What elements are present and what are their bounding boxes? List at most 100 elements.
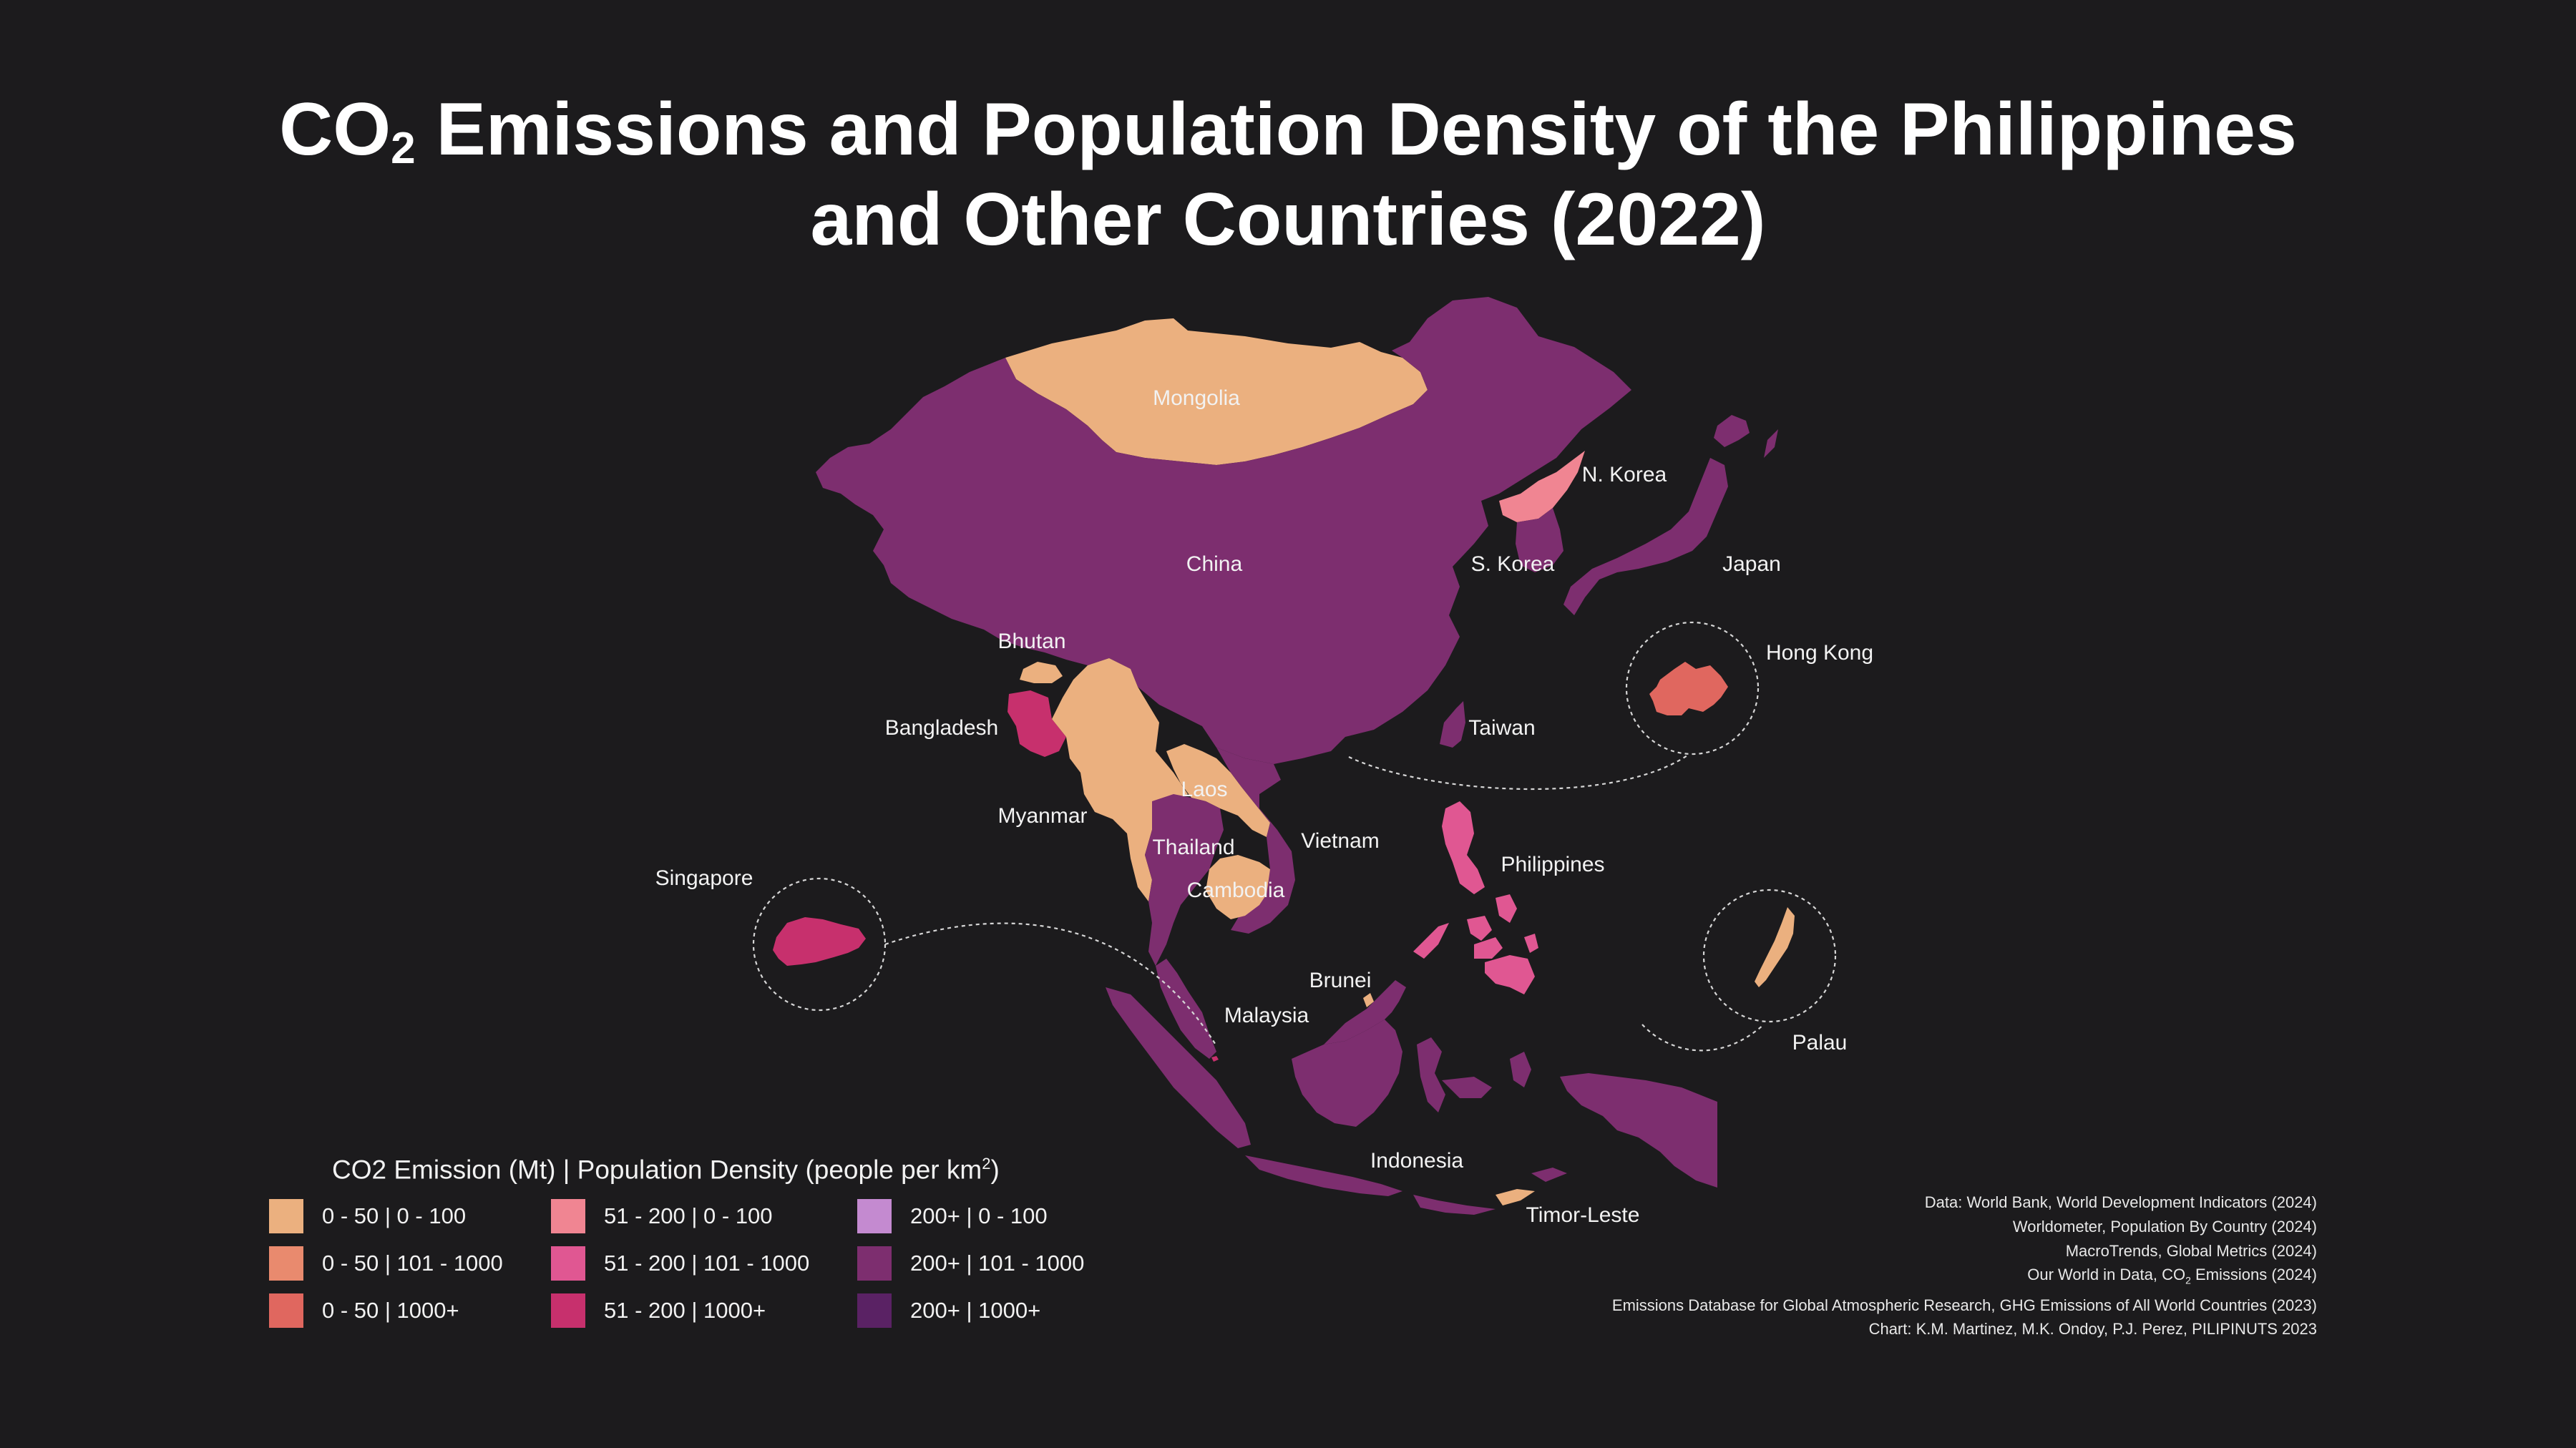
- legend-label: 51 - 200 | 101 - 1000: [604, 1251, 810, 1276]
- country-timor-leste[interactable]: [1496, 1189, 1535, 1205]
- country-singapore-map[interactable]: [1211, 1056, 1219, 1062]
- country-mongolia[interactable]: [1005, 318, 1428, 465]
- legend-item: 200+ | 1000+: [857, 1293, 1115, 1329]
- label-vietnam: Vietnam: [1301, 829, 1380, 853]
- title-subscript: 2: [391, 124, 416, 173]
- label-thailand: Thailand: [1152, 836, 1234, 859]
- label-japan: Japan: [1722, 552, 1781, 576]
- legend-item: 0 - 50 | 101 - 1000: [269, 1246, 551, 1281]
- legend-swatch: [551, 1246, 585, 1281]
- title-line1-pre: CO: [279, 88, 391, 171]
- legend-label: 51 - 200 | 1000+: [604, 1298, 766, 1324]
- source-line: MacroTrends, Global Metrics (2024): [2065, 1241, 2317, 1260]
- title-line1-post: Emissions and Population Density of the …: [415, 88, 2297, 171]
- inset-hong-kong: [1348, 621, 1760, 791]
- label-mongolia: Mongolia: [1153, 386, 1240, 410]
- legend-title: CO2 Emission (Mt) | Population Density (…: [332, 1155, 1115, 1185]
- label-malaysia: Malaysia: [1224, 1004, 1309, 1027]
- legend: CO2 Emission (Mt) | Population Density (…: [269, 1155, 1115, 1329]
- source-line: Emissions Database for Global Atmospheri…: [1611, 1296, 2317, 1314]
- source-subscript: 2: [2185, 1274, 2191, 1286]
- legend-title-superscript: 2: [982, 1155, 991, 1173]
- legend-label: 200+ | 1000+: [910, 1298, 1041, 1324]
- source-line: Our World in Data, CO2 Emissions (2024): [1612, 1263, 2317, 1293]
- country-thailand[interactable]: [1145, 794, 1224, 966]
- inset-circle-palau: [1702, 889, 1837, 1023]
- source-text-pre: Our World in Data, CO: [2027, 1266, 2186, 1284]
- legend-swatch: [857, 1293, 892, 1329]
- legend-item: 0 - 50 | 1000+: [269, 1293, 551, 1329]
- inset-singapore: [752, 877, 1217, 1047]
- label-hong-kong: Hong Kong: [1766, 641, 1873, 665]
- legend-swatch: [551, 1199, 585, 1234]
- page-title: CO2 Emissions and Population Density of …: [0, 84, 2576, 265]
- label-bangladesh: Bangladesh: [885, 716, 998, 740]
- country-myanmar[interactable]: [1052, 658, 1188, 901]
- country-shapes: [816, 297, 1778, 1215]
- country-s-korea[interactable]: [1516, 508, 1563, 572]
- label-brunei: Brunei: [1309, 969, 1372, 992]
- country-bangladesh[interactable]: [1008, 690, 1066, 757]
- sources: Data: World Bank, World Development Indi…: [1612, 1190, 2317, 1341]
- label-palau: Palau: [1792, 1031, 1848, 1055]
- legend-title-pre: CO2 Emission (Mt) | Population Density (…: [332, 1155, 982, 1185]
- label-philippines: Philippines: [1501, 853, 1604, 876]
- label-cambodia: Cambodia: [1187, 879, 1285, 902]
- legend-item: 51 - 200 | 101 - 1000: [551, 1246, 857, 1281]
- source-line: Data: World Bank, World Development Indi…: [1924, 1193, 2317, 1211]
- inset-palau: [1641, 889, 1837, 1052]
- country-brunei[interactable]: [1363, 993, 1374, 1007]
- country-vietnam[interactable]: [1216, 748, 1295, 934]
- country-n-korea[interactable]: [1499, 451, 1585, 522]
- title-line2: and Other Countries (2022): [810, 178, 1766, 261]
- legend-grid: 0 - 50 | 0 - 100 51 - 200 | 0 - 100 200+…: [269, 1199, 1115, 1329]
- source-line: Chart: K.M. Martinez, M.K. Ondoy, P.J. P…: [1868, 1320, 2317, 1339]
- country-taiwan[interactable]: [1440, 701, 1465, 748]
- country-laos[interactable]: [1166, 744, 1270, 837]
- country-philippines[interactable]: [1413, 801, 1538, 994]
- inset-circle-hong-kong: [1625, 621, 1760, 755]
- country-malaysia[interactable]: [1156, 959, 1406, 1059]
- inset-shape-hong-kong[interactable]: [1649, 662, 1728, 715]
- label-indonesia: Indonesia: [1370, 1149, 1463, 1173]
- label-n-korea: N. Korea: [1582, 463, 1667, 486]
- legend-swatch: [269, 1199, 303, 1234]
- label-bhutan: Bhutan: [997, 630, 1065, 653]
- legend-label: 0 - 50 | 101 - 1000: [322, 1251, 503, 1276]
- label-timor-leste: Timor-Leste: [1526, 1203, 1640, 1227]
- label-singapore: Singapore: [655, 866, 753, 890]
- country-labels: Mongolia China N. Korea S. Korea Japan H…: [655, 386, 1873, 1227]
- legend-item: 200+ | 101 - 1000: [857, 1246, 1115, 1281]
- legend-swatch: [857, 1246, 892, 1281]
- legend-item: 200+ | 0 - 100: [857, 1199, 1115, 1234]
- legend-label: 200+ | 101 - 1000: [910, 1251, 1085, 1276]
- source-line: Worldometer, Population By Country (2024…: [2012, 1217, 2317, 1236]
- legend-swatch: [269, 1293, 303, 1329]
- legend-swatch: [551, 1293, 585, 1329]
- country-japan[interactable]: [1563, 415, 1778, 615]
- legend-item: 0 - 50 | 0 - 100: [269, 1199, 551, 1234]
- country-indonesia[interactable]: [1106, 987, 1717, 1215]
- inset-shape-palau[interactable]: [1755, 907, 1795, 987]
- country-china[interactable]: [816, 297, 1631, 764]
- label-china: China: [1186, 552, 1243, 576]
- country-bhutan[interactable]: [1020, 662, 1063, 683]
- country-cambodia[interactable]: [1206, 855, 1270, 919]
- label-taiwan: Taiwan: [1468, 716, 1535, 740]
- legend-title-post: ): [990, 1155, 1000, 1185]
- leader-line-palau: [1641, 1024, 1765, 1052]
- label-myanmar: Myanmar: [997, 804, 1087, 828]
- legend-label: 51 - 200 | 0 - 100: [604, 1203, 773, 1229]
- legend-item: 51 - 200 | 0 - 100: [551, 1199, 857, 1234]
- legend-label: 0 - 50 | 0 - 100: [322, 1203, 467, 1229]
- label-laos: Laos: [1181, 778, 1227, 801]
- legend-label: 0 - 50 | 1000+: [322, 1298, 459, 1324]
- legend-swatch: [857, 1199, 892, 1234]
- inset-shape-singapore[interactable]: [773, 917, 866, 966]
- legend-label: 200+ | 0 - 100: [910, 1203, 1048, 1229]
- legend-swatch: [269, 1246, 303, 1281]
- source-text-post: Emissions (2024): [2190, 1266, 2317, 1284]
- leader-line-hong-kong: [1348, 755, 1688, 791]
